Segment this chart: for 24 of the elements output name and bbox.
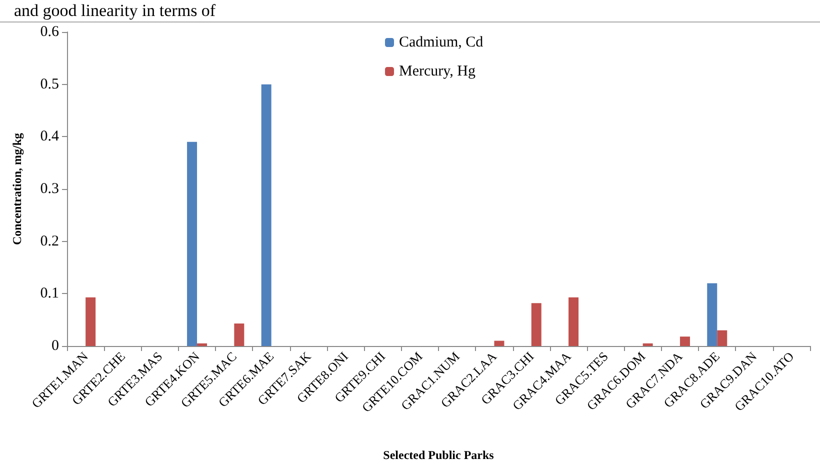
y-tick-label: 0 [52, 338, 59, 354]
bar [531, 303, 542, 346]
bar [717, 330, 728, 346]
bar [642, 343, 653, 346]
y-axis-title: Concentration, mg/kg [10, 133, 24, 245]
y-tick-label: 0.3 [40, 181, 59, 197]
text: and good linearity in terms of [14, 1, 216, 20]
bar [494, 340, 504, 346]
bar [707, 283, 718, 346]
bar [568, 297, 579, 346]
legend-label: Cadmium, Cd [399, 34, 484, 50]
bar [187, 142, 198, 346]
y-tick-label: 0.1 [40, 286, 59, 302]
bar [86, 297, 96, 346]
legend-label: Mercury, Hg [399, 64, 476, 80]
bar [261, 84, 272, 346]
bar [197, 343, 208, 346]
bar [680, 336, 690, 346]
y-tick-label: 0.2 [40, 233, 59, 250]
x-axis-title: Selected Public Parks [383, 448, 494, 462]
y-tick-label: 0.5 [40, 76, 59, 92]
bar [234, 323, 244, 346]
y-tick-label: 0.4 [40, 128, 60, 145]
y-tick-label: 0.6 [40, 24, 60, 40]
